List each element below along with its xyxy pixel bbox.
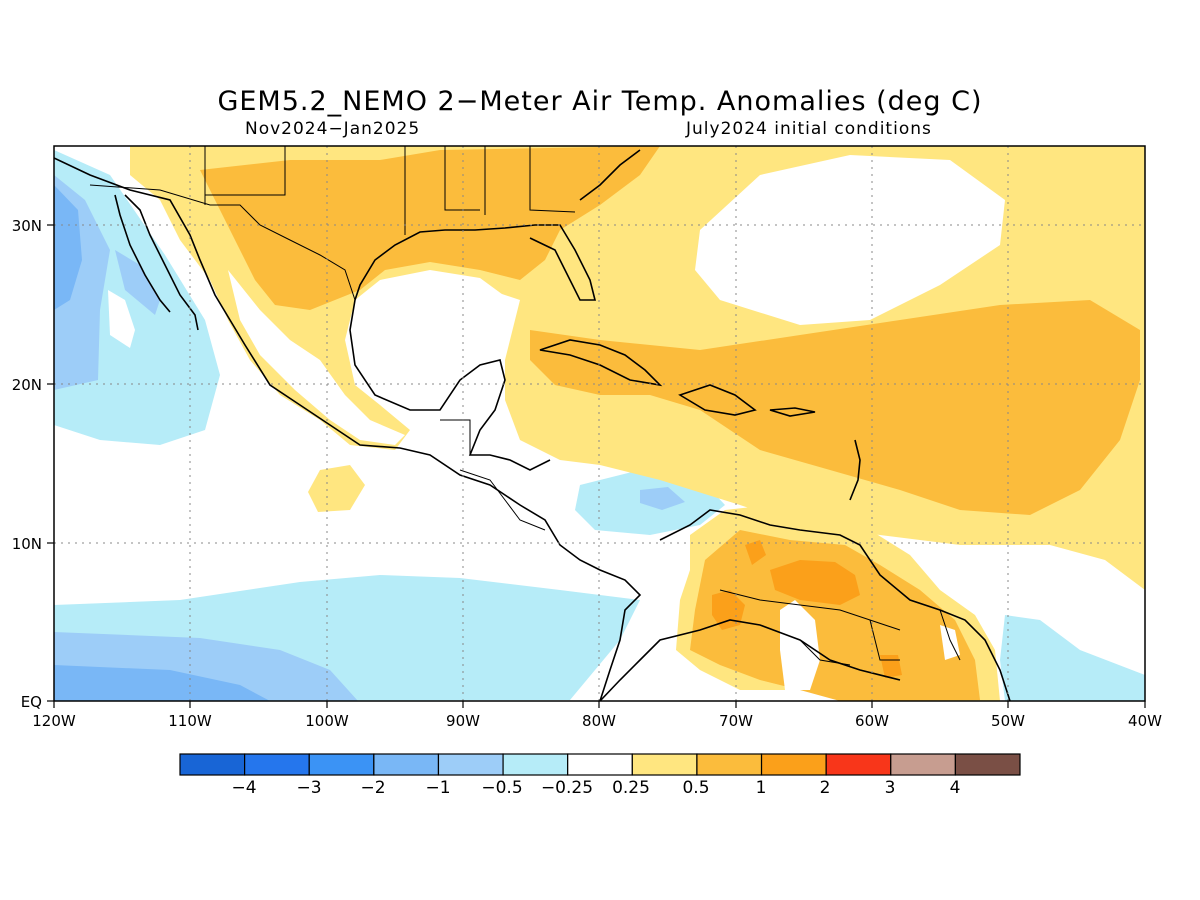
- colorbar-label: 0.25: [612, 778, 650, 798]
- colorbar-swatch: [825, 753, 892, 776]
- colorbar-swatch: [631, 753, 698, 776]
- forecast-period: Nov2024−Jan2025: [245, 119, 421, 139]
- coastlines: [54, 149, 1011, 701]
- colorbar-swatch: [890, 753, 956, 776]
- lat-label: 30N: [12, 217, 42, 235]
- lon-label: 100W: [305, 712, 349, 730]
- shade-cold-05-caribbean: [640, 487, 685, 510]
- shade-warm-1-andes: [745, 540, 766, 565]
- lat-labels: EQ 10N 20N 30N: [12, 217, 42, 711]
- colorbar-label: −0.5: [481, 778, 522, 798]
- shade-cold-1-south: [54, 665, 270, 701]
- colorbar-swatch: [502, 753, 569, 776]
- shade-warm-05-mexico: [200, 146, 660, 310]
- lon-label: 60W: [855, 712, 889, 730]
- colorbar-swatch: [308, 753, 375, 776]
- initial-conditions: July2024 initial conditions: [686, 119, 932, 139]
- colorbar-swatch: [179, 753, 246, 776]
- shade-cold-05-baja: [115, 250, 160, 315]
- anomaly-shading: [54, 146, 1145, 701]
- colorbar-swatch: [567, 753, 633, 776]
- colorbar-label: 0.5: [682, 778, 709, 798]
- shade-white-amazon: [780, 600, 820, 690]
- shade-white-gulf: [355, 270, 510, 408]
- tick-marks: [47, 224, 1146, 708]
- lon-label: 40W: [1128, 712, 1162, 730]
- map-title: GEM5.2_NEMO 2−Meter Air Temp. Anomalies …: [217, 86, 983, 117]
- colorbar-swatch: [954, 753, 1021, 776]
- borders: [89, 146, 961, 666]
- colorbar-label: −0.25: [541, 778, 593, 798]
- shade-white-pocket: [108, 290, 135, 348]
- shade-white-mexico: [228, 270, 405, 445]
- lon-labels: 120W 110W 100W 90W 80W 70W 60W 50W 40W: [32, 712, 1162, 730]
- colorbar: [179, 753, 1021, 776]
- lon-label: 120W: [32, 712, 76, 730]
- lat-label: EQ: [21, 693, 42, 711]
- colorbar-labels: −4 −3 −2 −1 −0.5 −0.25 0.25 0.5 1 2 3 4: [231, 778, 960, 798]
- shade-warm-1-guiana: [880, 655, 902, 678]
- shade-warm-025-pacific: [308, 465, 365, 512]
- lon-label: 110W: [168, 712, 212, 730]
- lon-label: 80W: [582, 712, 616, 730]
- colorbar-label: −1: [425, 778, 450, 798]
- colorbar-label: −3: [296, 778, 321, 798]
- lon-label: 50W: [991, 712, 1025, 730]
- colorbar-swatch: [696, 753, 763, 776]
- shade-warm-1-venezuela: [770, 560, 860, 605]
- colorbar-swatch: [760, 753, 827, 776]
- lon-label: 90W: [446, 712, 480, 730]
- shade-warm-1-colombia: [712, 590, 745, 630]
- colorbar-swatch: [437, 753, 504, 776]
- shade-white-guiana: [940, 625, 960, 660]
- shade-warm-05-atlantic: [530, 300, 1140, 515]
- lon-label: 70W: [719, 712, 753, 730]
- colorbar-swatch: [244, 753, 310, 776]
- colorbar-swatch: [373, 753, 440, 776]
- lat-label: 20N: [12, 376, 42, 394]
- shade-white-atlantic: [695, 155, 1005, 325]
- shade-cold-025-east: [1000, 615, 1145, 701]
- shade-warm-05-southamerica: [690, 530, 980, 701]
- shade-cold-1-west: [54, 185, 82, 310]
- colorbar-label: 3: [885, 778, 896, 798]
- colorbar-label: 1: [756, 778, 767, 798]
- colorbar-label: −4: [231, 778, 256, 798]
- colorbar-label: 4: [950, 778, 961, 798]
- colorbar-label: −2: [360, 778, 385, 798]
- colorbar-label: 2: [820, 778, 831, 798]
- lat-label: 10N: [12, 535, 42, 553]
- gridlines: [54, 146, 1145, 701]
